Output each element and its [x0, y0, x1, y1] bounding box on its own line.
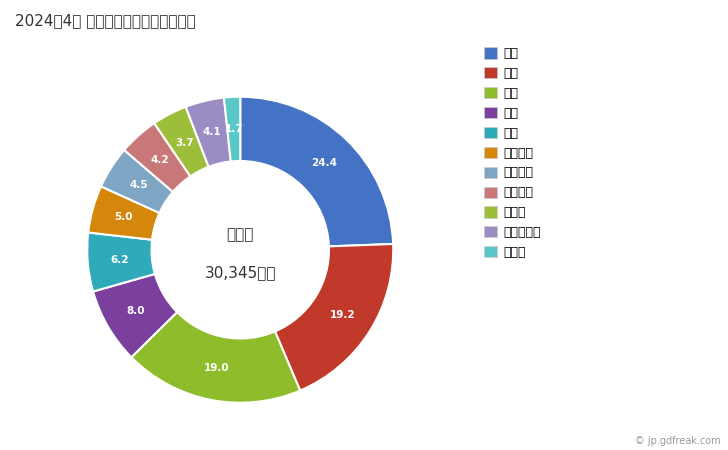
Wedge shape: [93, 274, 177, 357]
Text: 24.4: 24.4: [311, 158, 337, 168]
Text: 19.2: 19.2: [330, 310, 355, 320]
Text: 1.7: 1.7: [224, 124, 243, 134]
Wedge shape: [275, 244, 393, 391]
Text: 5.0: 5.0: [114, 212, 133, 222]
Text: 総　額: 総 額: [226, 227, 254, 242]
Text: 3.7: 3.7: [175, 138, 194, 148]
Text: © jp.gdfreak.com: © jp.gdfreak.com: [635, 436, 721, 446]
Wedge shape: [124, 123, 190, 192]
Wedge shape: [186, 98, 231, 167]
Text: 2024年4月 輸出相手国のシェア（％）: 2024年4月 輸出相手国のシェア（％）: [15, 14, 195, 28]
Wedge shape: [224, 97, 240, 162]
Wedge shape: [240, 97, 393, 247]
Wedge shape: [87, 233, 155, 292]
Text: 4.2: 4.2: [151, 155, 169, 165]
Text: 6.2: 6.2: [111, 255, 129, 265]
Wedge shape: [154, 107, 209, 176]
Legend: 中国, 米国, 韓国, タイ, 台湾, ベトナム, レバノン, ブラジル, ドイツ, コスタリカ, その他: 中国, 米国, 韓国, タイ, 台湾, ベトナム, レバノン, ブラジル, ドイ…: [480, 42, 546, 264]
Wedge shape: [88, 186, 159, 240]
Wedge shape: [131, 312, 300, 403]
Wedge shape: [101, 150, 173, 213]
Text: 4.5: 4.5: [129, 180, 148, 189]
Text: 19.0: 19.0: [204, 363, 229, 374]
Text: 30,345万円: 30,345万円: [205, 265, 276, 280]
Text: 8.0: 8.0: [127, 306, 145, 315]
Text: 4.1: 4.1: [202, 127, 221, 137]
